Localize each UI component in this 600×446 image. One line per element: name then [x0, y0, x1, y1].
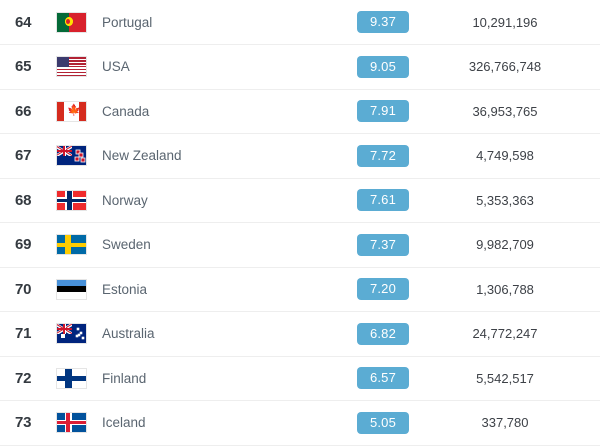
rank-cell: 67: [15, 147, 32, 165]
country-name-cell: USA: [102, 59, 130, 75]
population-cell: 36,953,765: [472, 103, 538, 119]
score-badge: 6.57: [357, 367, 409, 390]
score-cell: 7.20: [328, 267, 438, 312]
table-row[interactable]: 70 Estonia 7.20 1,306,788: [0, 267, 600, 312]
flag-cell: [50, 223, 98, 268]
population-cell: 4,749,598: [476, 148, 534, 164]
score-badge: 6.82: [357, 322, 409, 345]
country-name-cell: Finland: [102, 370, 147, 386]
score-badge: 7.61: [357, 189, 409, 212]
flag-cell: [50, 356, 98, 401]
score-badge: 9.05: [357, 55, 409, 78]
score-badge: 7.20: [357, 278, 409, 301]
country-name-cell: Norway: [102, 192, 148, 208]
score-cell: 6.82: [328, 312, 438, 357]
country-name-cell: Portugal: [102, 14, 153, 30]
score-cell: 6.57: [328, 356, 438, 401]
score-badge: 7.72: [357, 144, 409, 167]
score-cell: 7.72: [328, 134, 438, 179]
population-cell: 326,766,748: [468, 59, 542, 75]
country-name-cell: Sweden: [102, 237, 151, 253]
rank-cell: 70: [15, 280, 32, 298]
rank-cell: 65: [15, 58, 32, 76]
score-cell: 7.37: [328, 223, 438, 268]
rank-cell: 66: [15, 102, 32, 120]
table-row[interactable]: 69 Sweden 7.37 9,982,709: [0, 223, 600, 268]
table-row[interactable]: 72 Finland 6.57 5,542,517: [0, 356, 600, 401]
flag-cell: [50, 0, 98, 45]
flag-nz-icon: [57, 146, 86, 166]
country-name-cell: Iceland: [102, 415, 146, 431]
flag-ca-icon: 🍁: [57, 101, 86, 121]
table-row[interactable]: 73 Iceland 5.05 337,780: [0, 401, 600, 446]
flag-cell: [50, 267, 98, 312]
population-cell: 10,291,196: [472, 14, 538, 30]
score-cell: 9.37: [328, 0, 438, 45]
rank-cell: 69: [15, 236, 32, 254]
score-badge: 5.05: [357, 411, 409, 434]
flag-se-icon: [57, 235, 86, 255]
table-row[interactable]: 67 New Zealand 7.72 4,749,598: [0, 134, 600, 179]
score-badge: 7.91: [357, 100, 409, 123]
country-name-cell: Canada: [102, 103, 150, 119]
flag-au-icon: [57, 324, 86, 344]
flag-cell: [50, 401, 98, 446]
rank-cell: 64: [15, 13, 32, 31]
flag-pt-icon: [57, 12, 86, 32]
population-cell: 337,780: [481, 415, 529, 431]
rank-cell: 72: [15, 369, 32, 387]
rank-cell: 68: [15, 191, 32, 209]
table-row[interactable]: 71 Australia 6.82 24,772,247: [0, 312, 600, 357]
flag-no-icon: [57, 190, 86, 210]
flag-ee-icon: [57, 279, 86, 299]
population-cell: 24,772,247: [472, 326, 538, 342]
table-row[interactable]: 68 Norway 7.61 5,353,363: [0, 178, 600, 223]
country-name-cell: New Zealand: [102, 148, 182, 164]
population-cell: 5,542,517: [476, 370, 534, 386]
flag-us-icon: [57, 57, 86, 77]
population-cell: 5,353,363: [476, 192, 534, 208]
score-cell: 7.91: [328, 89, 438, 134]
table-row[interactable]: 64 Portugal 9.37 10,291,196: [0, 0, 600, 45]
score-cell: 5.05: [328, 401, 438, 446]
flag-cell: [50, 134, 98, 179]
country-name-cell: Estonia: [102, 281, 148, 297]
population-cell: 1,306,788: [476, 281, 534, 297]
flag-cell: [50, 45, 98, 90]
score-cell: 9.05: [328, 45, 438, 90]
rank-cell: 73: [15, 414, 32, 432]
flag-cell: [50, 178, 98, 223]
table-row[interactable]: 66 🍁 Canada 7.91 36,953,765: [0, 89, 600, 134]
population-cell: 9,982,709: [476, 237, 534, 253]
flag-fi-icon: [57, 368, 86, 388]
flag-is-icon: [57, 413, 86, 433]
score-cell: 7.61: [328, 178, 438, 223]
flag-cell: 🍁: [50, 89, 98, 134]
table-row[interactable]: 65 USA 9.05 326,766,748: [0, 45, 600, 90]
flag-cell: [50, 312, 98, 357]
rank-cell: 71: [15, 325, 32, 343]
score-badge: 7.37: [357, 233, 409, 256]
score-badge: 9.37: [357, 11, 409, 33]
country-name-cell: Australia: [102, 326, 155, 342]
